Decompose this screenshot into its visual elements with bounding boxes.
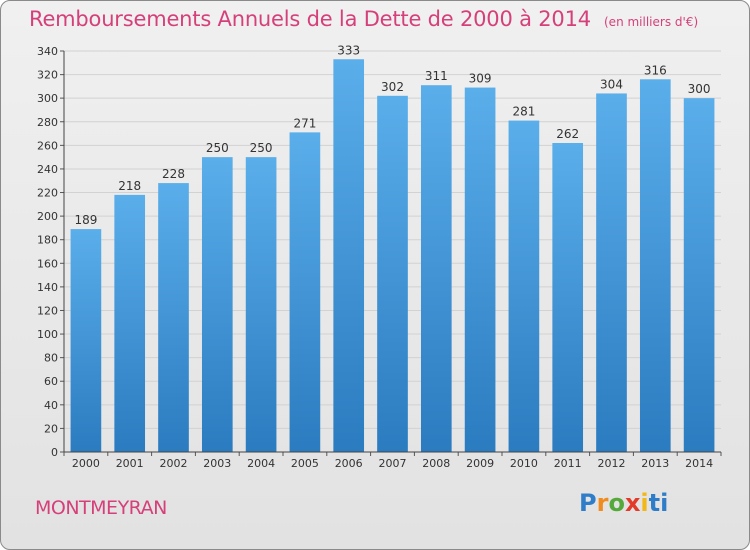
y-tick-label: 40 <box>44 399 58 412</box>
bar <box>333 59 365 452</box>
data-labels: 189 218 228 250 250 271 333 302 311 309 281 262 304 3… <box>74 43 710 227</box>
bar <box>508 120 540 452</box>
x-tick-label: 2008 <box>422 457 450 470</box>
bar <box>464 87 496 452</box>
y-tick-label: 100 <box>37 328 58 341</box>
bar <box>289 132 321 453</box>
commune-name: MONTMEYRAN <box>35 497 167 519</box>
logo-letter: x <box>624 489 641 517</box>
bar <box>158 183 189 452</box>
y-tick-label: 220 <box>37 187 58 200</box>
axes: 0 20 40 60 80 100 120 140 160 180 200 220 240 260 280 3… <box>37 45 722 470</box>
chart-title: Remboursements Annuels de la Dette de 20… <box>29 7 698 31</box>
y-tick-label: 80 <box>44 352 58 365</box>
bar-value-label: 311 <box>425 69 448 83</box>
bar <box>639 79 671 453</box>
bar <box>201 157 233 452</box>
bar <box>552 142 584 452</box>
bar <box>420 85 452 452</box>
bar <box>70 229 102 452</box>
y-tick-label: 140 <box>37 281 58 294</box>
logo-letter: i <box>640 489 649 517</box>
bar-value-label: 262 <box>556 127 579 141</box>
bar <box>114 194 146 452</box>
bar-value-label: 218 <box>118 179 141 193</box>
x-tick-label: 2005 <box>291 457 319 470</box>
bars <box>70 59 715 453</box>
bar-value-label: 309 <box>469 72 492 86</box>
x-tick-label: 2013 <box>641 457 669 470</box>
y-tick-label: 200 <box>37 210 58 223</box>
bar-value-label: 271 <box>293 116 316 130</box>
bar-value-label: 302 <box>381 80 404 94</box>
proxiti-logo: Proxiti <box>579 489 668 517</box>
y-tick-label: 240 <box>37 163 58 176</box>
x-tick-label: 2006 <box>335 457 363 470</box>
logo-letter: P <box>579 489 597 517</box>
y-tick-label: 20 <box>44 422 58 435</box>
x-tick-label: 2011 <box>554 457 582 470</box>
y-tick-label: 0 <box>51 446 58 459</box>
y-tick-label: 180 <box>37 234 58 247</box>
y-tick-label: 320 <box>37 69 58 82</box>
y-tick-label: 60 <box>44 375 58 388</box>
x-tick-label: 2000 <box>72 457 100 470</box>
bar-value-label: 250 <box>250 141 273 155</box>
x-tick-label: 2012 <box>598 457 626 470</box>
bar-value-label: 250 <box>206 141 229 155</box>
bar-value-label: 189 <box>74 213 97 227</box>
y-tick-label: 300 <box>37 92 58 105</box>
bar-value-label: 333 <box>337 43 360 57</box>
x-tick-label: 2002 <box>160 457 188 470</box>
bar-value-label: 281 <box>512 105 535 119</box>
x-tick-label: 2003 <box>203 457 231 470</box>
bar <box>683 98 715 453</box>
bar <box>377 95 408 452</box>
bar-value-label: 300 <box>688 82 711 96</box>
logo-letter: t <box>648 489 661 517</box>
x-tick-label: 2009 <box>466 457 494 470</box>
y-tick-label: 160 <box>37 257 58 270</box>
x-tick-label: 2001 <box>116 457 144 470</box>
bar-value-label: 316 <box>644 63 667 77</box>
logo-letter: o <box>608 489 625 517</box>
logo-letter: i <box>660 489 669 517</box>
y-tick-label: 340 <box>37 45 58 58</box>
y-tick-label: 120 <box>37 304 58 317</box>
x-tick-label: 2007 <box>379 457 407 470</box>
bar-value-label: 228 <box>162 167 185 181</box>
x-tick-label: 2004 <box>247 457 275 470</box>
bar-value-label: 304 <box>600 77 623 91</box>
chart-unit-note: (en milliers d'€) <box>604 15 699 29</box>
bar <box>596 93 627 452</box>
bar <box>245 157 277 452</box>
logo-letter: r <box>596 489 609 517</box>
y-tick-label: 280 <box>37 116 58 129</box>
x-tick-label: 2014 <box>685 457 713 470</box>
x-tick-label: 2010 <box>510 457 538 470</box>
chart-title-text: Remboursements Annuels de la Dette de 20… <box>29 7 591 31</box>
y-tick-label: 260 <box>37 139 58 152</box>
